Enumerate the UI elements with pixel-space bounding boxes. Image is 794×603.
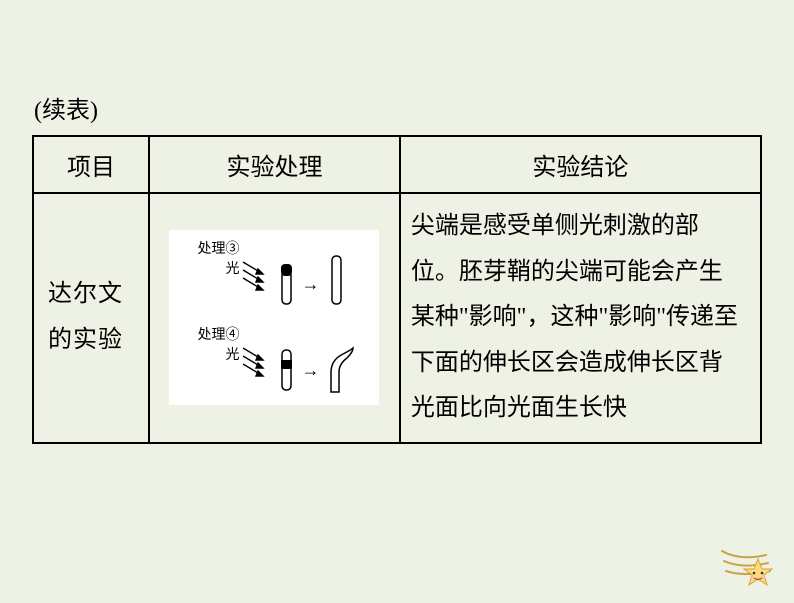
proc4-label: 处理④ <box>197 324 239 344</box>
table-header-row: 项目 实验处理 实验结论 <box>33 136 761 193</box>
row-label: 达尔文的实验 <box>33 193 149 443</box>
continued-label: (续表) <box>34 90 762 125</box>
light-arrows-3 <box>241 258 277 292</box>
arrow-3: → <box>301 274 319 295</box>
seedling-3a <box>279 262 295 313</box>
light-label-3: 光 <box>225 258 239 278</box>
light-label-4: 光 <box>225 344 239 364</box>
diagram-cell: 处理③ 光 <box>149 193 400 443</box>
row-conclusion: 尖端是感受单侧光刺激的部位。胚芽鞘的尖端可能会产生某种"影响"，这种"影响"传递… <box>400 193 761 443</box>
arrow-4: → <box>301 360 319 381</box>
light-arrows-4 <box>241 344 277 378</box>
header-conclusion: 实验结论 <box>400 136 761 193</box>
seedling-4b <box>323 344 359 401</box>
proc3-label: 处理③ <box>197 238 239 258</box>
experiment-table: 项目 实验处理 实验结论 达尔文的实验 处理③ 光 <box>32 135 762 444</box>
header-item: 项目 <box>33 136 149 193</box>
seedling-4a <box>279 348 295 399</box>
seedling-3b <box>329 254 345 313</box>
star-icon <box>720 541 776 589</box>
table-row: 达尔文的实验 处理③ 光 <box>33 193 761 443</box>
experiment-diagram: 处理③ 光 <box>169 230 379 405</box>
header-treatment: 实验处理 <box>149 136 400 193</box>
